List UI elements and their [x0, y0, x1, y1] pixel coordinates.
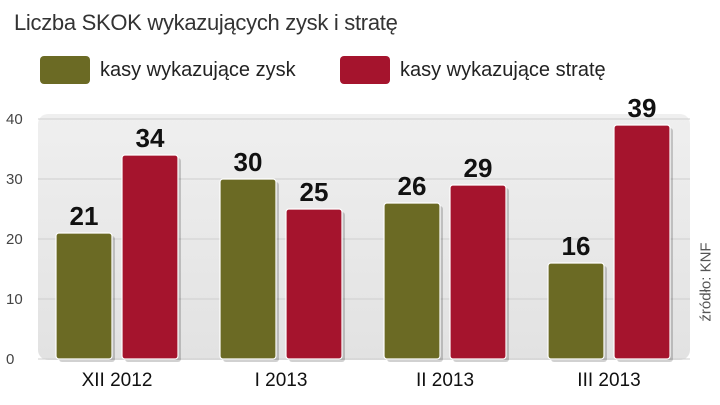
value-label: 21 — [70, 201, 99, 231]
source-note: źródło: KNF — [697, 242, 715, 322]
legend-label-profit: kasy wykazujące zysk — [100, 59, 296, 81]
value-label: 34 — [136, 123, 165, 153]
category-label: II 2013 — [416, 370, 474, 391]
value-label: 26 — [398, 171, 427, 201]
bar-loss — [121, 154, 179, 360]
y-tick-label: 20 — [6, 231, 23, 248]
legend-label-loss: kasy wykazujące stratę — [400, 59, 606, 81]
bar-profit — [219, 178, 277, 360]
legend-swatch-profit — [40, 56, 90, 84]
category-label: III 2013 — [577, 370, 640, 391]
bar-profit — [383, 202, 441, 360]
y-tick-label: 10 — [6, 291, 23, 308]
y-tick-label: 30 — [6, 171, 23, 188]
category-label: I 2013 — [255, 370, 308, 391]
value-label: 29 — [464, 153, 493, 183]
category-label: XII 2012 — [82, 370, 153, 391]
bar-profit — [547, 262, 605, 360]
value-label: 39 — [628, 93, 657, 123]
value-label: 25 — [300, 177, 329, 207]
bar-loss — [285, 208, 343, 360]
y-tick-label: 40 — [6, 111, 23, 128]
value-label: 30 — [234, 147, 263, 177]
bar-loss — [449, 184, 507, 360]
legend-swatch-loss — [340, 56, 390, 84]
y-tick-label: 0 — [6, 351, 14, 368]
chart-title: Liczba SKOK wykazujących zysk i stratę — [14, 10, 398, 35]
bar-loss — [613, 124, 671, 360]
bar-profit — [55, 232, 113, 360]
value-label: 16 — [562, 231, 591, 261]
